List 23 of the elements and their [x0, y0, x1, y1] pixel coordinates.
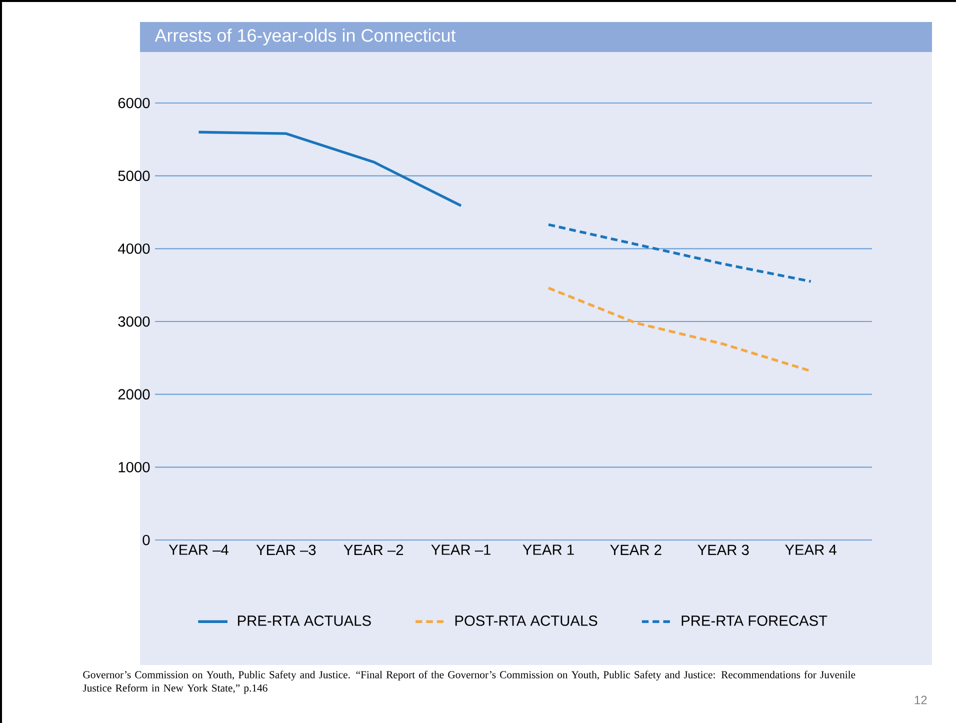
- y-tick-label: 3000: [118, 316, 150, 327]
- chart-title: Arrests of 16-year-olds in Connecticut: [154, 28, 456, 46]
- x-tick-label: YEAR 1: [522, 544, 574, 555]
- y-tick-label: 5000: [118, 170, 150, 182]
- x-tick-label: YEAR –1: [431, 544, 490, 555]
- x-tick-label: YEAR –4: [168, 544, 228, 555]
- x-tick-label: YEAR –3: [256, 544, 316, 556]
- y-tick-label: 6000: [118, 98, 150, 108]
- legend-label: POST-RTA ACTUALS: [455, 616, 598, 626]
- y-tick-label: 2000: [118, 389, 150, 400]
- x-tick-label: YEAR –2: [344, 544, 404, 555]
- x-tick-label: YEAR 4: [785, 544, 836, 555]
- y-tick-label: 1000: [118, 462, 150, 472]
- text: 12: [914, 696, 927, 704]
- legend-label: PRE-RTA ACTUALS: [238, 616, 371, 626]
- text: Governor’s Commission on Youth, Public Safety and Justice. “Final Report of the Governor’s Commission on Youth, Public Safety and Justice: Recommendations for Juvenile Justice Reform in New York State,” p.146: [82, 670, 856, 694]
- line-series: [547, 223, 812, 283]
- legend-label: PRE-RTA FORECAST: [682, 616, 828, 626]
- y-tick-label: 4000: [118, 243, 150, 254]
- y-tick-label: 0: [142, 534, 150, 546]
- x-tick-label: YEAR 3: [698, 544, 749, 556]
- x-tick-label: YEAR 2: [610, 544, 662, 555]
- line-series: [197, 130, 462, 208]
